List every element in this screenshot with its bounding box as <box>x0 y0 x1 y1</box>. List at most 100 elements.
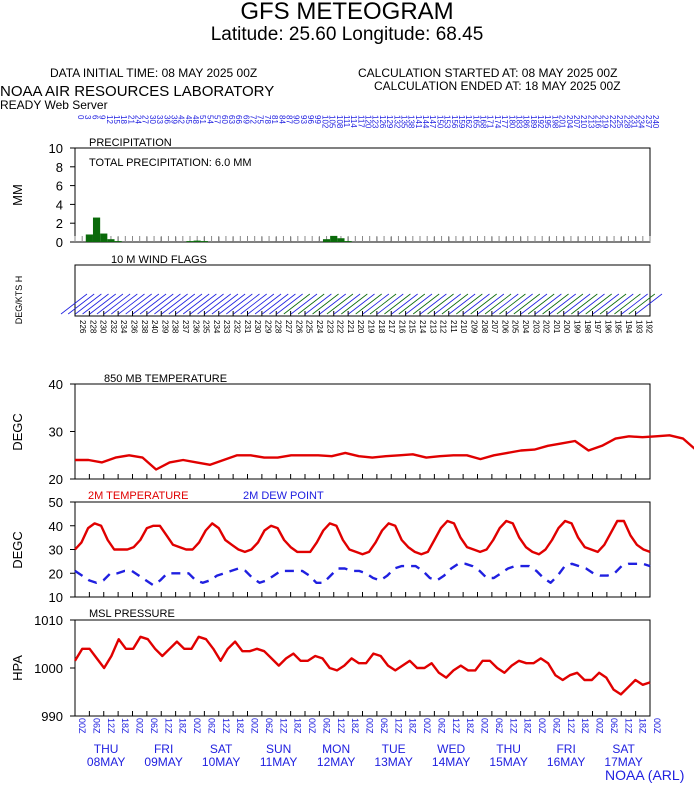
wind-barb <box>535 293 562 315</box>
wind-barb <box>628 293 656 315</box>
top-hour-label: 96 <box>306 115 315 124</box>
bottom-hour-label: 00Z <box>365 718 375 734</box>
precip-title: PRECIPITATION <box>89 137 172 149</box>
wind-dir-label: 196 <box>603 320 612 334</box>
wind-barb <box>247 293 275 315</box>
wind-barb <box>240 293 267 315</box>
bottom-hour-label: 00Z <box>307 718 317 734</box>
top-hour-label: 36 <box>162 115 171 124</box>
wind-dir-label: 195 <box>614 320 623 334</box>
wind-dir-label: 220 <box>356 320 365 334</box>
day-label: MON <box>322 742 350 756</box>
temp2m-legend: 2M TEMPERATURE <box>88 490 188 502</box>
bottom-hour-label: 00Z <box>652 718 662 734</box>
day-label: SAT <box>210 742 233 756</box>
bottom-hour-label: 12Z <box>451 718 461 734</box>
wind-dir-label: 231 <box>243 320 252 334</box>
wind-barb <box>441 293 469 315</box>
wind-dir-label: 239 <box>160 320 169 334</box>
top-hour-label: 57 <box>213 115 222 124</box>
server-name: READY Web Server <box>0 98 108 112</box>
wind-barb <box>513 293 541 315</box>
top-hour-label: 39 <box>169 115 178 124</box>
wind-barb <box>391 293 418 315</box>
wind-barb <box>89 293 116 315</box>
wind-dir-label: 228 <box>88 320 97 334</box>
bottom-hour-label: 00Z <box>77 718 87 734</box>
date-label: 13MAY <box>374 755 412 769</box>
top-hour-label: 216 <box>594 115 603 129</box>
precip-bar <box>330 235 338 242</box>
top-hour-label: 201 <box>558 115 567 129</box>
wind-barb <box>556 293 584 315</box>
y-tick-label: 0 <box>56 235 63 250</box>
y-tick-label: 10 <box>49 590 63 605</box>
wind-barb <box>297 293 325 315</box>
wind-barb <box>456 293 483 315</box>
wind-barb <box>621 293 648 315</box>
top-hour-label: 234 <box>637 115 646 129</box>
wind-dir-label: 217 <box>387 320 396 334</box>
y-axis-label: DEGC <box>10 531 25 569</box>
precip-bar <box>322 239 331 242</box>
top-hour-label: 174 <box>493 115 502 129</box>
wind-barb <box>448 293 476 315</box>
day-label: FRI <box>556 742 575 756</box>
bottom-hour-label: 00Z <box>537 718 547 734</box>
top-hour-label: 12 <box>105 115 114 124</box>
wind-barb <box>355 293 382 315</box>
wind-dir-label: 238 <box>171 320 180 334</box>
wind-barb <box>592 293 620 315</box>
wind-dir-label: 222 <box>336 320 345 334</box>
wind-dir-label: 228 <box>274 320 283 334</box>
wind-barb <box>197 293 224 315</box>
wind-barb <box>154 293 181 315</box>
top-hour-label: 72 <box>249 115 258 124</box>
date-label: 15MAY <box>489 755 527 769</box>
wind-barb <box>384 293 411 315</box>
wind-barb <box>635 293 663 315</box>
top-hour-label: 156 <box>450 115 459 129</box>
top-hour-label: 123 <box>371 115 380 129</box>
bottom-hour-label: 00Z <box>422 718 432 734</box>
bottom-hour-label: 00Z <box>480 718 490 734</box>
top-hour-label: 159 <box>457 115 466 129</box>
bottom-hour-label: 18Z <box>408 718 418 734</box>
wind-barb <box>599 293 627 315</box>
top-hour-label: 6 <box>90 115 99 120</box>
wind-dir-label: 234 <box>119 320 128 334</box>
top-hour-label: 129 <box>385 115 394 129</box>
temp850-panel <box>74 383 651 480</box>
wind-dir-label: 224 <box>315 320 324 334</box>
wind-dir-label: 204 <box>521 320 530 334</box>
top-hour-label: 66 <box>234 115 243 124</box>
wind-dir-label: 229 <box>263 320 272 334</box>
wind-barb <box>484 293 512 315</box>
wind-barb <box>492 293 519 315</box>
top-hour-label: 126 <box>378 115 387 129</box>
top-hour-label: 132 <box>392 115 401 129</box>
top-hour-label: 75 <box>256 115 265 124</box>
precip-bar <box>200 241 208 242</box>
bottom-hour-label: 00Z <box>192 718 202 734</box>
wind-barb <box>290 293 318 315</box>
top-hour-label: 135 <box>399 115 408 129</box>
wind-dir-label: 236 <box>130 320 139 334</box>
wind-dir-label: 232 <box>233 320 242 334</box>
y-tick-label: 50 <box>49 495 63 510</box>
bottom-hour-label: 18Z <box>465 718 475 734</box>
wind-dir-label: 193 <box>634 320 643 334</box>
top-hour-label: 228 <box>622 115 631 129</box>
date-label: 12MAY <box>317 755 355 769</box>
top-hour-label: 138 <box>407 115 416 129</box>
wind-dir-label: 205 <box>511 320 520 334</box>
top-hour-label: 198 <box>550 115 559 129</box>
wind-barb <box>269 293 296 315</box>
page-subtitle: Latitude: 25.60 Longitude: 68.45 <box>210 24 484 45</box>
bottom-hour-label: 18Z <box>178 718 188 734</box>
wind-barb <box>103 293 131 315</box>
top-hour-label: 231 <box>629 115 638 129</box>
wind-dir-label: 214 <box>418 320 427 334</box>
day-label: WED <box>437 742 465 756</box>
